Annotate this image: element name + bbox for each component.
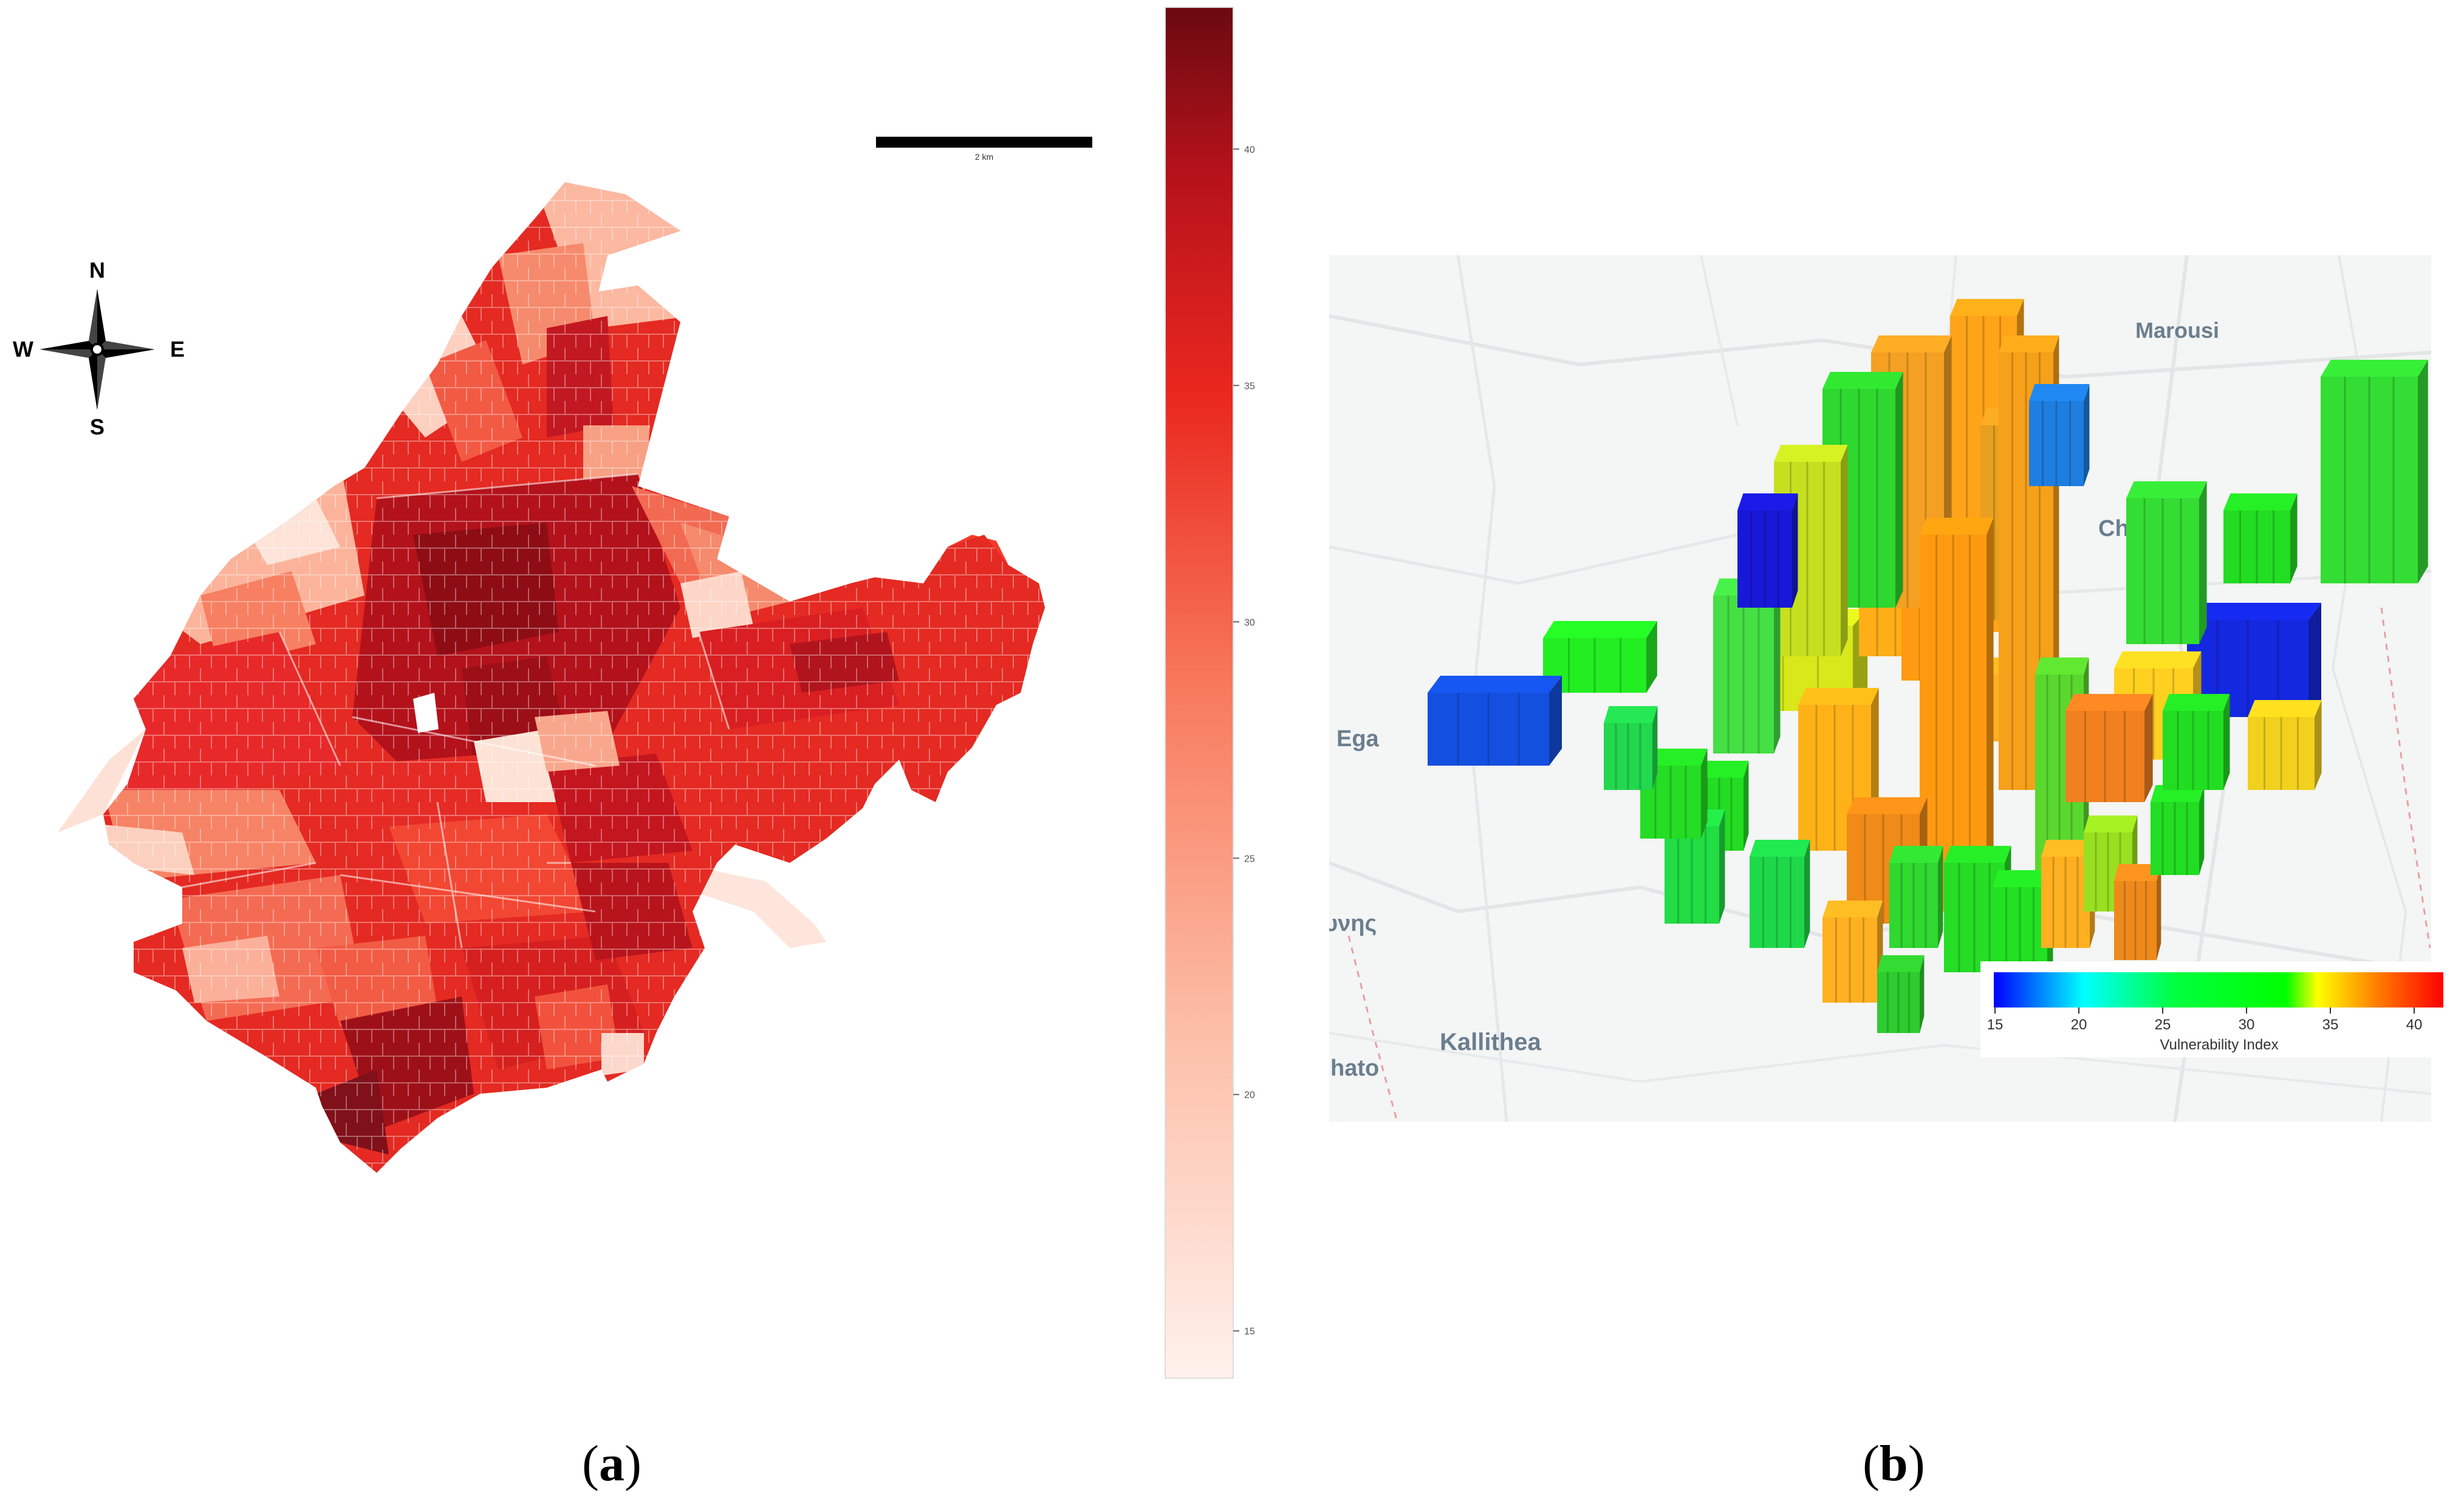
extruded-column [1665,809,1725,924]
extruded-column [1737,493,1798,608]
scale-bar-label: 2 km [975,152,993,162]
basemap-label-marousi: Marousi [2135,318,2219,343]
extruded-column [2151,785,2205,875]
scale-bar: 2 km [876,137,1092,162]
compass-rose-icon: N S E W [13,258,185,439]
caption-a: (a) [582,1435,642,1492]
extruded-column [1750,840,1810,948]
colorbar-tick-label: 20 [1244,1090,1255,1100]
basemap-label-ynis: υνης [1324,911,1377,936]
legend-ticks: 15 20 25 30 35 40 [1987,1008,2423,1033]
legend-tick-label: 40 [2406,1017,2423,1033]
colorbar-tick-label: 25 [1244,854,1255,864]
compass-east-label: E [170,337,185,362]
legend-tick-label: 25 [2155,1017,2171,1033]
extruded-column [2163,694,2230,790]
extruded-column [2126,481,2207,644]
legend-tick-label: 35 [2322,1017,2339,1033]
basemap-label-kallithea: Kallithea [1440,1029,1541,1056]
caption-b: (b) [1863,1435,1925,1492]
legend-tick-label: 20 [2071,1017,2087,1033]
colorbar-tick-label: 15 [1244,1327,1255,1337]
extruded-column [1604,706,1658,790]
colorbar-tick-label: 40 [1244,145,1255,155]
compass-north-label: N [89,258,105,283]
extruded-column [1889,846,1943,948]
compass-south-label: S [90,414,104,439]
panel-a-choropleth-map: N S E W 2 km 40 35 30 25 20 15 [13,7,1255,1492]
extruded-column [1877,955,1925,1033]
extruded-column [1798,688,1879,851]
extrusion-svg: Marousi Chalandri Ega υνης Kallithea hat… [1324,255,2443,1122]
extruded-column [2114,864,2161,960]
colorbar-ticks: 40 35 30 25 20 15 [1233,145,1255,1337]
colorbar: 40 35 30 25 20 15 [1165,7,1255,1379]
extruded-column [1822,901,1883,1003]
caption-b-letter: b [1879,1435,1908,1492]
basemap-label-ega: Ega [1336,726,1380,752]
extruded-column [1428,676,1562,766]
legend-tick-label: 30 [2239,1017,2255,1033]
extruded-column [2321,360,2428,583]
legend-tick-label: 15 [1987,1017,2004,1033]
district-southeast-wisp [699,869,826,948]
legend-title: Vulnerability Index [2160,1037,2278,1053]
basemap-label-hato: hato [1330,1056,1379,1081]
extruded-column [2248,700,2322,790]
extruded-column [2065,694,2153,802]
extruded-column [2029,384,2090,486]
vulnerability-legend: 15 20 25 30 35 40 Vulnerability Index [1980,961,2443,1057]
panel-b-3d-extrusion-map: Marousi Chalandri Ega υνης Kallithea hat… [1276,0,2464,1504]
compass-west-label: W [13,337,33,362]
colorbar-tick-label: 35 [1244,381,1255,391]
choropleth-svg: N S E W 2 km 40 35 30 25 20 15 [13,7,1255,1379]
choropleth-regions [103,182,1045,1173]
caption-a-letter: a [598,1435,625,1492]
extruded-column [2223,493,2298,583]
colorbar-tick-label: 30 [1244,617,1255,628]
district-west-tail [58,729,146,832]
